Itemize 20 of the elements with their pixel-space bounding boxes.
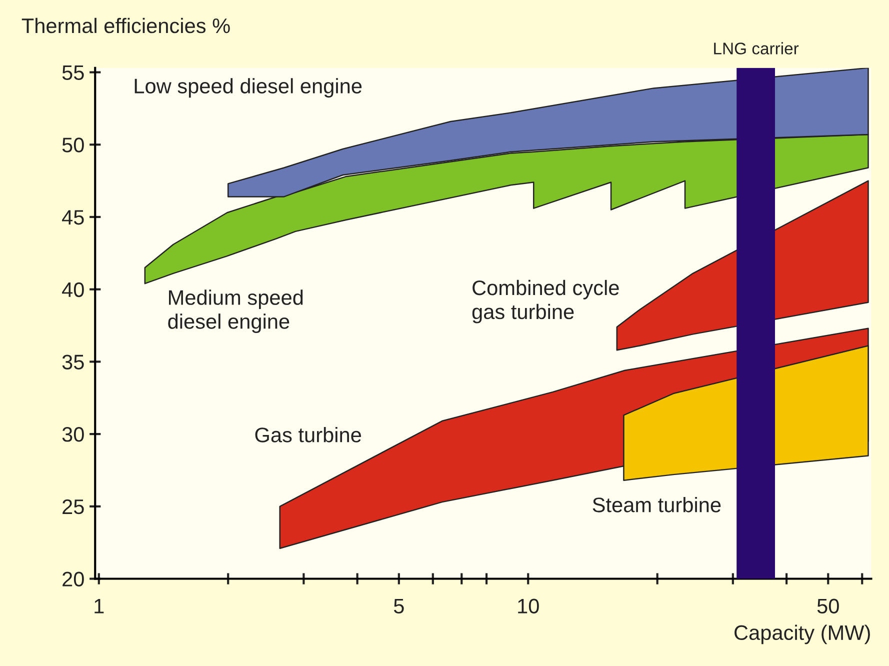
y-axis-title: Thermal efficiencies %: [22, 18, 230, 34]
y-tick-label: 45: [62, 210, 84, 225]
y-tick-label: 20: [62, 572, 84, 587]
x-axis-title: Capacity (MW): [734, 624, 870, 644]
series-label: Steam turbine: [592, 497, 721, 512]
x-tick-label: 1: [94, 598, 104, 614]
series-label: Combined cycle gas turbine: [472, 280, 619, 324]
y-tick-label: 55: [62, 65, 84, 80]
x-tick-label: 10: [518, 598, 539, 614]
x-tick-label: 5: [394, 598, 404, 614]
x-tick-label: 50: [817, 598, 839, 614]
y-tick-label: 30: [62, 427, 84, 442]
y-tick-label: 35: [62, 354, 84, 370]
y-tick-label: 50: [62, 138, 84, 152]
band-label: LNG carrier: [714, 42, 799, 54]
series-label: Medium speed diesel engine: [168, 290, 303, 333]
y-tick-label: 25: [62, 499, 84, 514]
text: Low speed diesel engine: [134, 78, 362, 98]
y-tick-label: 40: [62, 282, 84, 298]
series-label: Gas turbine: [255, 427, 361, 442]
